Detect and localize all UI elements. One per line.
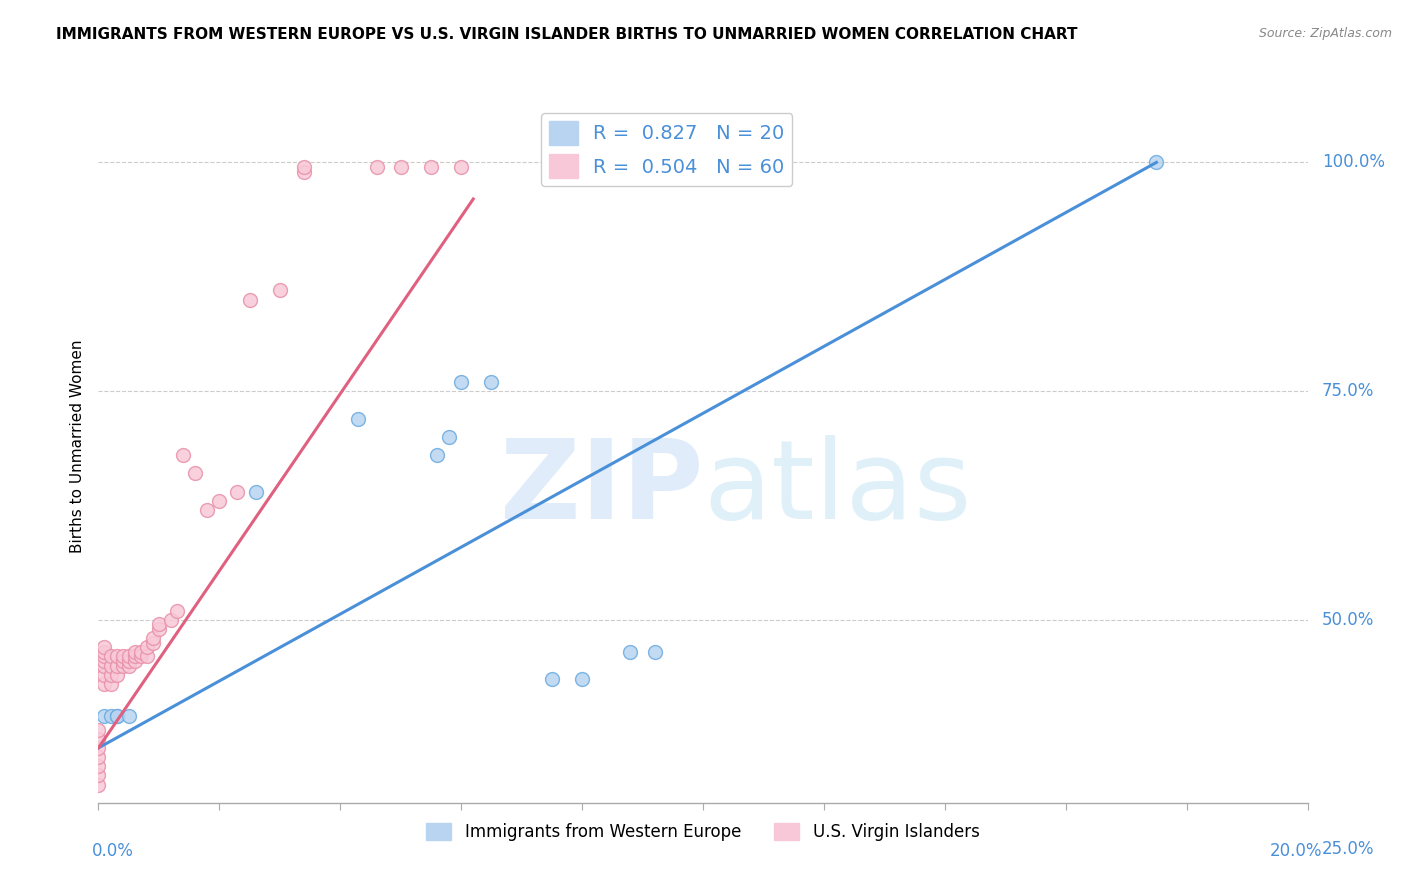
Point <box>148 617 170 632</box>
Point <box>269 284 291 298</box>
Point <box>142 636 165 650</box>
Point <box>87 740 110 755</box>
Point <box>1144 155 1167 169</box>
Point <box>540 673 562 687</box>
Point <box>100 649 122 664</box>
Point <box>437 430 460 444</box>
Point <box>226 484 249 499</box>
Point <box>124 654 146 668</box>
Point <box>166 604 188 618</box>
Point <box>723 155 745 169</box>
Point <box>87 731 110 746</box>
Point <box>118 649 141 664</box>
Point <box>644 645 666 659</box>
Point <box>184 467 207 481</box>
Point <box>105 709 128 723</box>
Point <box>692 155 714 169</box>
Point <box>100 709 122 723</box>
Point <box>87 759 110 773</box>
Text: 100.0%: 100.0% <box>1322 153 1385 171</box>
Point <box>148 622 170 636</box>
Point <box>93 667 115 681</box>
Point <box>661 155 683 169</box>
Point <box>142 631 165 645</box>
Point <box>87 777 110 791</box>
Point <box>111 654 134 668</box>
Point <box>245 484 267 499</box>
Point <box>93 645 115 659</box>
Text: 0.0%: 0.0% <box>93 842 134 860</box>
Point <box>420 160 443 174</box>
Point <box>124 645 146 659</box>
Point <box>450 375 472 389</box>
Point <box>105 709 128 723</box>
Point <box>208 494 231 508</box>
Point <box>100 658 122 673</box>
Point <box>87 768 110 782</box>
Point <box>450 160 472 174</box>
Point <box>160 613 183 627</box>
Point <box>93 658 115 673</box>
Point <box>118 654 141 668</box>
Point <box>105 658 128 673</box>
Point <box>135 640 157 655</box>
Point <box>118 709 141 723</box>
Point <box>105 667 128 681</box>
Text: 50.0%: 50.0% <box>1322 611 1375 629</box>
Point <box>172 448 194 462</box>
Point <box>366 160 388 174</box>
Point <box>93 677 115 691</box>
Point <box>118 658 141 673</box>
Point <box>389 160 412 174</box>
Point <box>93 709 115 723</box>
Y-axis label: Births to Unmarried Women: Births to Unmarried Women <box>69 339 84 553</box>
Point <box>135 649 157 664</box>
Point <box>87 750 110 764</box>
Point <box>571 673 593 687</box>
Point <box>619 645 641 659</box>
Point <box>111 658 134 673</box>
Point <box>195 503 218 517</box>
Point <box>87 723 110 737</box>
Point <box>347 411 370 425</box>
Point <box>292 160 315 174</box>
Point <box>239 293 262 307</box>
Legend: Immigrants from Western Europe, U.S. Virgin Islanders: Immigrants from Western Europe, U.S. Vir… <box>420 816 986 848</box>
Point <box>129 649 152 664</box>
Text: Source: ZipAtlas.com: Source: ZipAtlas.com <box>1258 27 1392 40</box>
Point <box>100 677 122 691</box>
Point <box>124 649 146 664</box>
Point <box>129 645 152 659</box>
Text: atlas: atlas <box>703 435 972 542</box>
Point <box>668 155 690 169</box>
Point <box>93 649 115 664</box>
Text: IMMIGRANTS FROM WESTERN EUROPE VS U.S. VIRGIN ISLANDER BIRTHS TO UNMARRIED WOMEN: IMMIGRANTS FROM WESTERN EUROPE VS U.S. V… <box>56 27 1078 42</box>
Point <box>93 654 115 668</box>
Text: ZIP: ZIP <box>499 435 703 542</box>
Point <box>292 164 315 178</box>
Point <box>100 667 122 681</box>
Text: 75.0%: 75.0% <box>1322 382 1375 401</box>
Point <box>111 649 134 664</box>
Point <box>426 448 449 462</box>
Text: 20.0%: 20.0% <box>1270 842 1322 860</box>
Text: 25.0%: 25.0% <box>1322 839 1375 857</box>
Point <box>481 375 503 389</box>
Point <box>93 640 115 655</box>
Point <box>105 649 128 664</box>
